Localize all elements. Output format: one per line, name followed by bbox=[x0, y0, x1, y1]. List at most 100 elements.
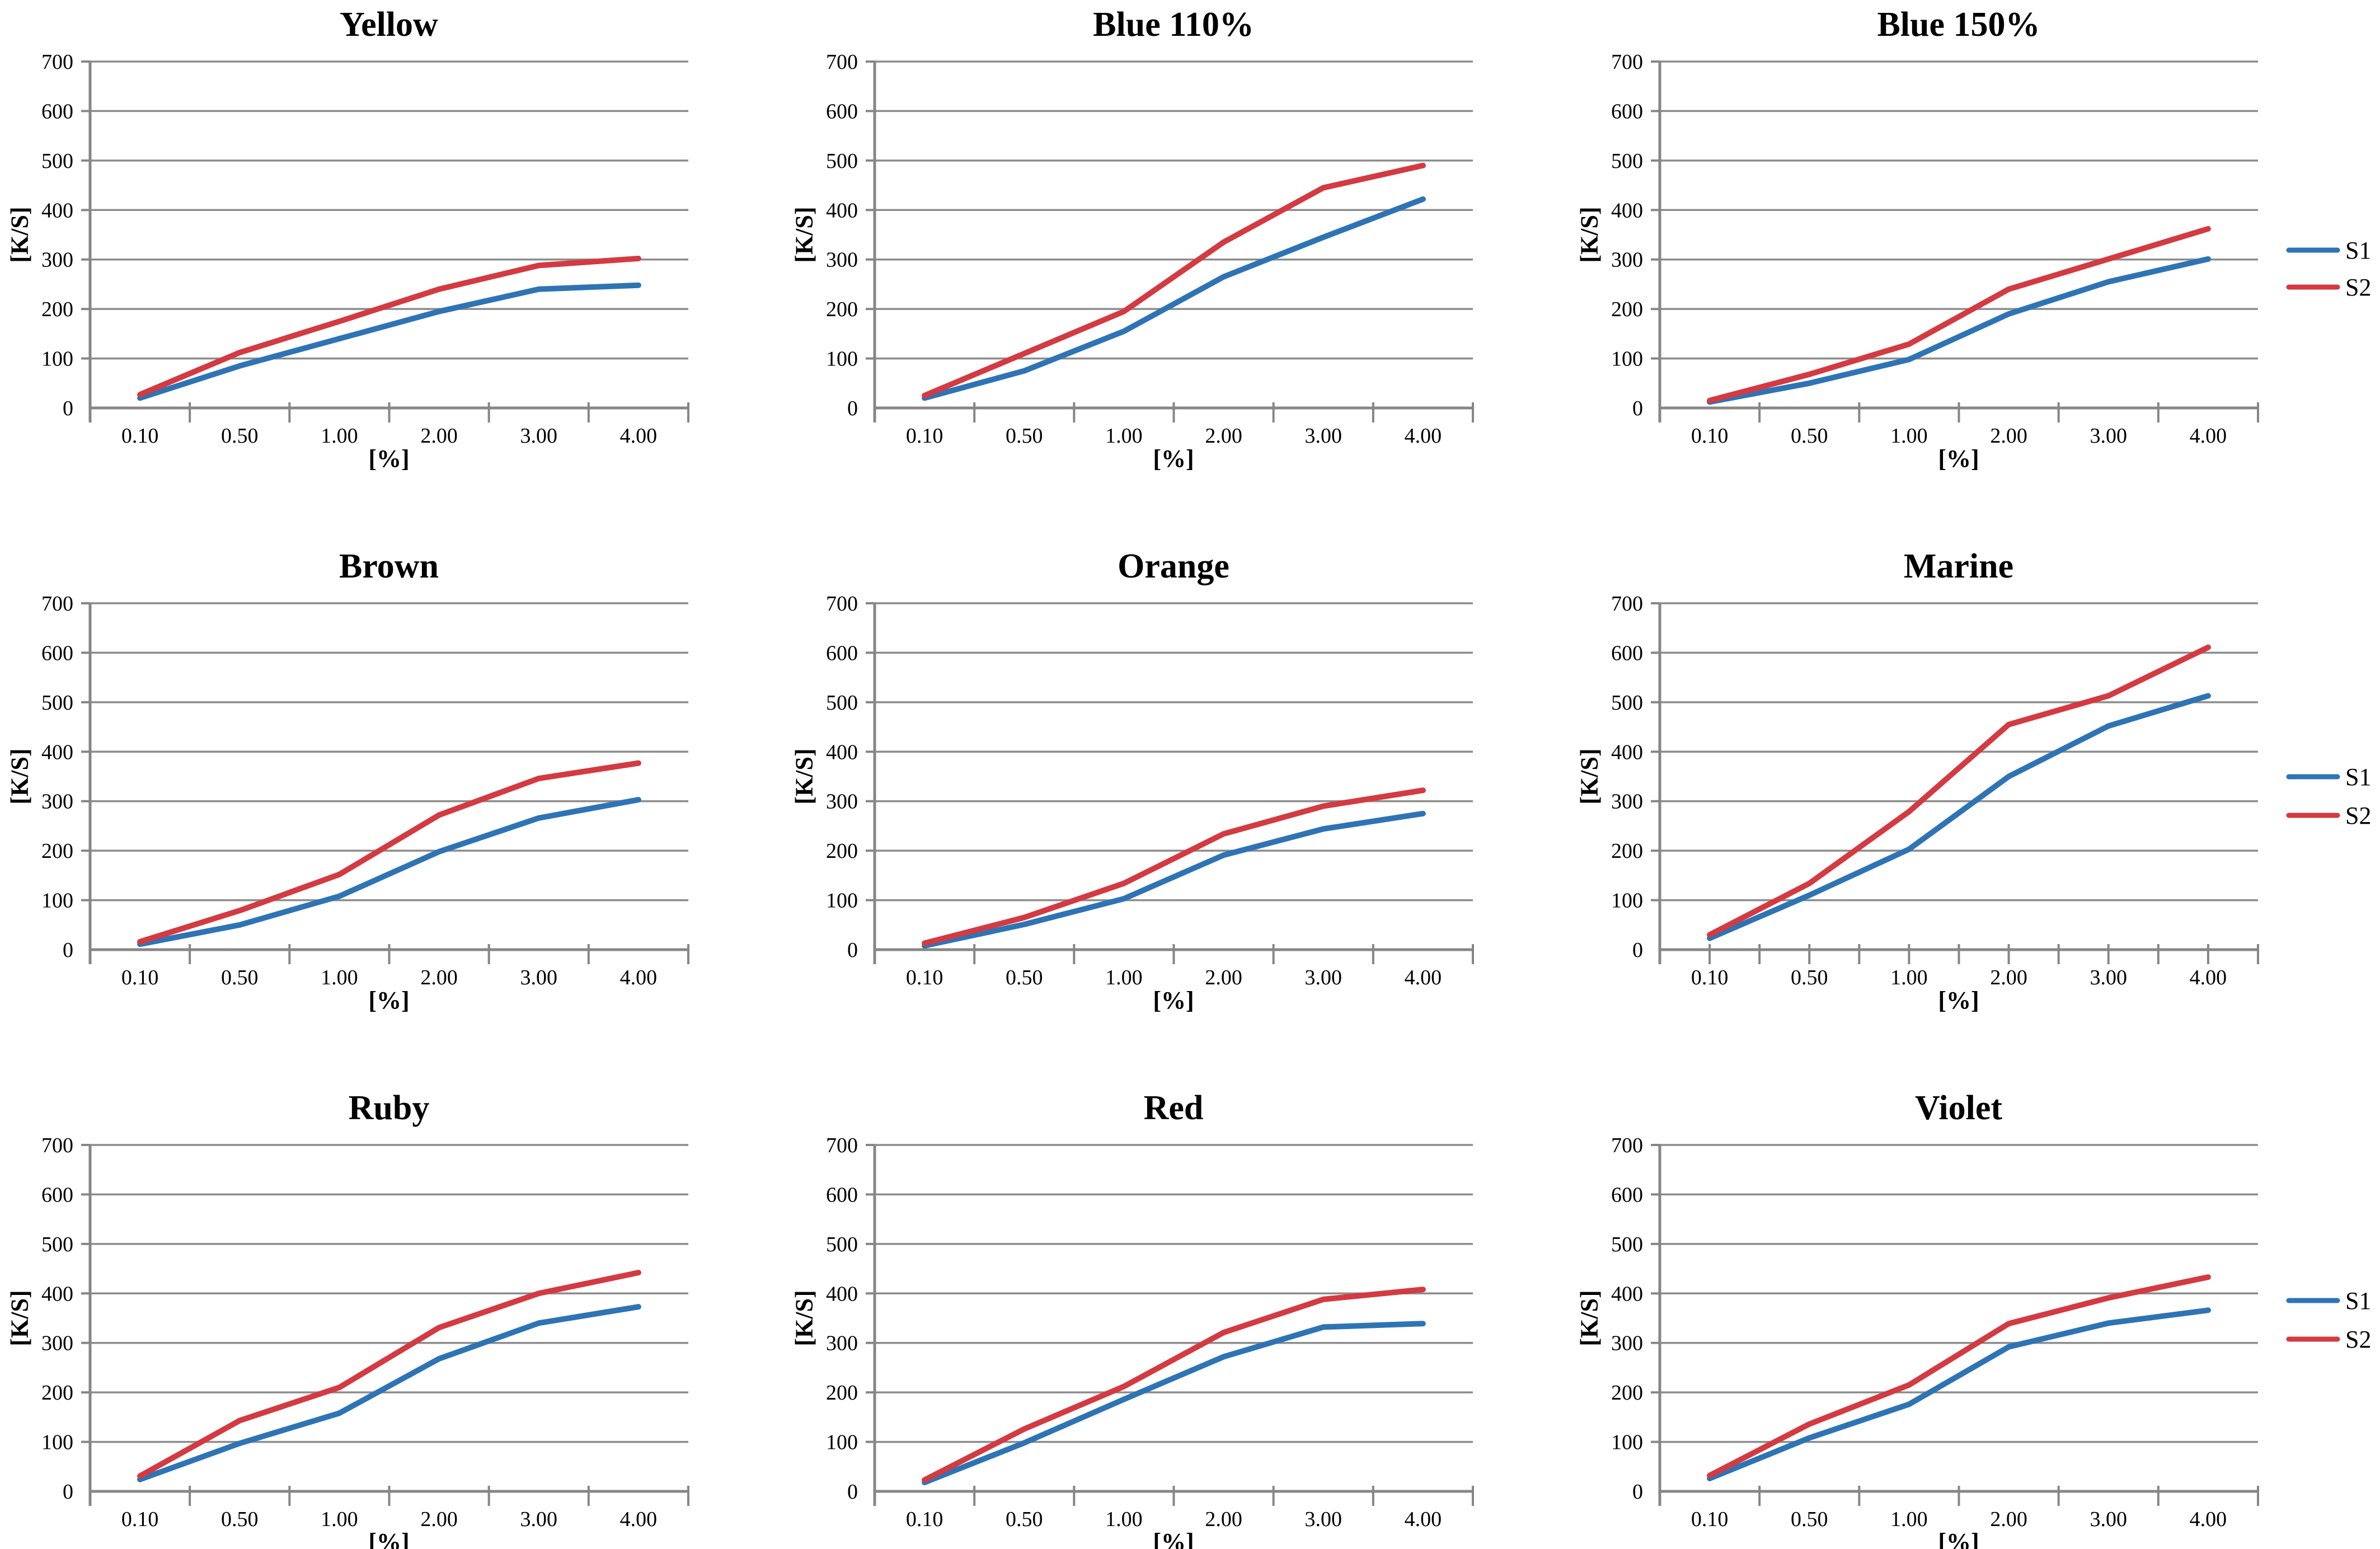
y-tick-label: 200 bbox=[1611, 1381, 1643, 1405]
x-tick-label: 2.00 bbox=[1990, 966, 2027, 989]
x-tick-label: 0.10 bbox=[121, 424, 159, 448]
chart-red: 0 100 200 300 400 500 600 700 0.10 0.50 1.00 2.00 3.… bbox=[790, 1089, 1474, 1549]
y-tick-label: 700 bbox=[1611, 50, 1643, 74]
x-tick-label: 2.00 bbox=[420, 966, 458, 989]
x-tick-label: 0.50 bbox=[221, 1508, 259, 1531]
x-tick-label: 3.00 bbox=[2090, 966, 2128, 989]
y-tick-label: 100 bbox=[1611, 1431, 1643, 1454]
legend-s1-label: S1 bbox=[2345, 237, 2371, 264]
y-tick-label: 100 bbox=[1611, 889, 1643, 913]
series-S1-line bbox=[1707, 1307, 2211, 1482]
y-tick-label: 0 bbox=[1632, 1480, 1643, 1504]
y-tick-label: 300 bbox=[1611, 248, 1643, 272]
chart-yellow: 0 100 200 300 400 500 600 700 0.10 0.50 1.00 2.00 3.… bbox=[6, 6, 689, 472]
legend-s1-label: S1 bbox=[2345, 1287, 2371, 1315]
x-tick-label: 0.50 bbox=[221, 966, 259, 989]
x-tick-label: 0.50 bbox=[221, 424, 259, 448]
y-tick-label: 500 bbox=[41, 149, 73, 173]
x-tick-label: 0.10 bbox=[1691, 966, 1729, 989]
x-tick-label: 4.00 bbox=[2190, 1508, 2227, 1531]
chart-ruby: 0 100 200 300 400 500 600 700 0.10 0.50 1.00 2.00 3.… bbox=[6, 1089, 689, 1549]
y-tick-label: 200 bbox=[1611, 298, 1643, 321]
x-tick-label: 3.00 bbox=[520, 966, 558, 989]
x-tick-label: 0.10 bbox=[121, 1508, 159, 1531]
y-tick-label: 400 bbox=[1611, 199, 1643, 222]
series-S2-line bbox=[922, 787, 1426, 946]
x-axis-title: [%] bbox=[1938, 1528, 1979, 1549]
chart-blue-110: 0 100 200 300 400 500 600 700 0.10 0.50 1.00 2.00 3.… bbox=[790, 6, 1474, 472]
series-S2-line bbox=[1707, 1274, 2211, 1478]
x-tick-label: 1.00 bbox=[1890, 966, 1928, 989]
x-axis-title: [%] bbox=[1938, 445, 1979, 472]
y-tick-label: 400 bbox=[826, 740, 858, 764]
chart-title: Violet bbox=[1915, 1089, 2002, 1127]
legend-s2-label: S2 bbox=[2345, 274, 2371, 301]
y-tick-label: 500 bbox=[826, 149, 858, 173]
x-tick-label: 2.00 bbox=[1990, 424, 2027, 448]
y-tick-label: 500 bbox=[41, 691, 73, 715]
y-tick-label: 600 bbox=[41, 100, 73, 123]
y-tick-label: 200 bbox=[1611, 839, 1643, 863]
y-tick-label: 400 bbox=[1611, 1282, 1643, 1306]
x-tick-label: 1.00 bbox=[1105, 966, 1143, 989]
chart-marine: 0 100 200 300 400 500 600 700 0.10 0.50 1.00 2.00 3.… bbox=[1575, 547, 2371, 1014]
series-S1-line bbox=[1707, 693, 2211, 941]
y-tick-label: 200 bbox=[826, 839, 858, 863]
y-tick-label: 700 bbox=[1611, 592, 1643, 616]
y-tick-label: 600 bbox=[826, 100, 858, 123]
y-axis-title: [K/S] bbox=[6, 206, 33, 262]
chart-title: Marine bbox=[1904, 547, 2013, 585]
x-tick-label: 4.00 bbox=[1405, 1508, 1442, 1531]
y-axis-title: [K/S] bbox=[6, 1290, 33, 1346]
x-tick-label: 4.00 bbox=[1405, 424, 1442, 448]
y-tick-label: 300 bbox=[1611, 790, 1643, 814]
x-tick-label: 0.10 bbox=[906, 966, 943, 989]
x-tick-label: 0.10 bbox=[121, 966, 159, 989]
y-tick-label: 300 bbox=[1611, 1332, 1643, 1355]
y-tick-label: 300 bbox=[41, 248, 73, 272]
series-S1-line bbox=[1707, 256, 2211, 405]
x-axis-title: [%] bbox=[368, 445, 409, 472]
x-tick-label: 0.10 bbox=[1691, 1508, 1729, 1531]
x-tick-label: 3.00 bbox=[1305, 424, 1342, 448]
y-tick-label: 0 bbox=[63, 1480, 73, 1504]
y-tick-label: 200 bbox=[41, 298, 73, 321]
y-tick-label: 0 bbox=[63, 397, 73, 420]
y-tick-label: 100 bbox=[41, 1431, 73, 1454]
x-tick-label: 4.00 bbox=[1405, 966, 1442, 989]
y-axis-title: [K/S] bbox=[1575, 748, 1603, 804]
x-tick-label: 1.00 bbox=[1105, 1508, 1143, 1531]
y-tick-label: 300 bbox=[826, 248, 858, 272]
x-axis-title: [%] bbox=[1153, 987, 1194, 1014]
y-tick-label: 600 bbox=[41, 1183, 73, 1207]
y-axis-title: [K/S] bbox=[790, 748, 818, 804]
x-tick-label: 0.50 bbox=[1006, 424, 1043, 448]
x-tick-label: 3.00 bbox=[1305, 966, 1342, 989]
chart-title: Blue 110% bbox=[1093, 6, 1254, 44]
x-tick-label: 1.00 bbox=[321, 1508, 358, 1531]
y-tick-label: 0 bbox=[1632, 938, 1643, 962]
x-tick-label: 1.00 bbox=[1890, 1508, 1928, 1531]
x-tick-label: 2.00 bbox=[1205, 966, 1242, 989]
x-tick-label: 3.00 bbox=[520, 424, 558, 448]
chart-brown: 0 100 200 300 400 500 600 700 0.10 0.50 1.00 2.00 3.… bbox=[6, 547, 689, 1014]
y-tick-label: 500 bbox=[826, 691, 858, 715]
x-tick-label: 0.10 bbox=[906, 1508, 943, 1531]
x-axis-title: [%] bbox=[368, 1528, 409, 1549]
y-tick-label: 600 bbox=[826, 1183, 858, 1207]
x-tick-label: 2.00 bbox=[420, 424, 458, 448]
y-tick-label: 500 bbox=[1611, 1233, 1643, 1256]
series-S1-line bbox=[137, 797, 641, 947]
series-S2-line bbox=[1707, 644, 2211, 938]
chart-title: Orange bbox=[1118, 547, 1229, 585]
x-tick-label: 4.00 bbox=[620, 966, 658, 989]
x-tick-label: 0.10 bbox=[906, 424, 943, 448]
chart-title: Red bbox=[1144, 1089, 1204, 1127]
y-tick-label: 300 bbox=[826, 790, 858, 814]
y-tick-label: 200 bbox=[41, 839, 73, 863]
y-tick-label: 0 bbox=[847, 397, 858, 420]
chart-orange: 0 100 200 300 400 500 600 700 0.10 0.50 1.00 2.00 3.… bbox=[790, 547, 1474, 1014]
x-tick-label: 2.00 bbox=[1205, 424, 1242, 448]
series-S1-line bbox=[137, 1304, 641, 1482]
